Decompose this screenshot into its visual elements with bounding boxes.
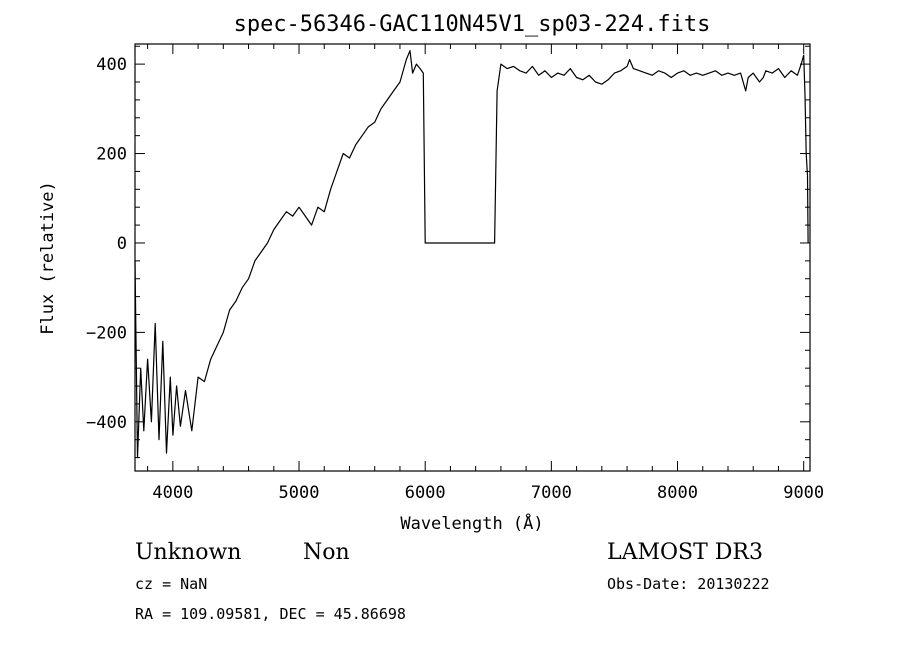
y-tick-label: −200 xyxy=(86,323,127,343)
x-tick-label: 6000 xyxy=(405,483,446,503)
y-axis-label: Flux (relative) xyxy=(38,181,58,335)
redshift-text: cz = NaN xyxy=(135,575,207,593)
y-tick-label: −400 xyxy=(86,413,127,433)
plot-frame xyxy=(134,43,811,472)
y-tick-labels: −400 −200 0 200 400 xyxy=(86,55,127,433)
object-class: Unknown xyxy=(135,540,241,565)
chart-title: spec-56346-GAC110N45V1_sp03-224.fits xyxy=(234,12,711,37)
coordinates-text: RA = 109.09581, DEC = 45.86698 xyxy=(135,605,406,623)
x-tick-labels: 4000 5000 6000 7000 8000 9000 xyxy=(152,483,824,503)
spectrum-line xyxy=(134,50,809,459)
y-tick-label: 200 xyxy=(96,145,127,165)
x-tick-label: 5000 xyxy=(279,483,320,503)
x-tick-label: 8000 xyxy=(657,483,698,503)
obs-date-text: Obs-Date: 20130222 xyxy=(607,575,770,593)
y-tick-label: 400 xyxy=(96,55,127,75)
x-tick-label: 9000 xyxy=(783,483,824,503)
x-tick-label: 7000 xyxy=(531,483,572,503)
x-axis-label: Wavelength (Å) xyxy=(400,512,543,534)
axis-ticks xyxy=(135,44,810,471)
y-tick-label: 0 xyxy=(117,234,127,254)
survey-name: LAMOST DR3 xyxy=(607,540,763,565)
x-tick-label: 4000 xyxy=(152,483,193,503)
object-subclass: Non xyxy=(303,540,350,565)
